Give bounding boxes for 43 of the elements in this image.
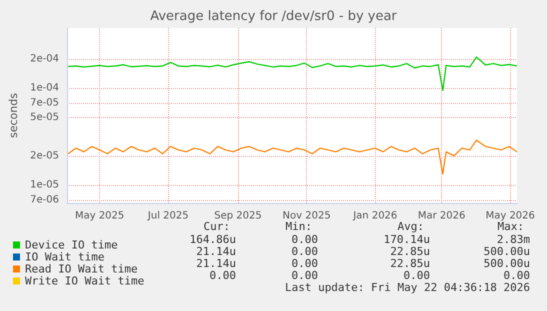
- text: 500.00u: [484, 257, 530, 270]
- x-tick-label: May 2025: [74, 210, 124, 222]
- y-tick-label: 5e-05: [30, 112, 59, 123]
- text: 21.14u: [196, 245, 236, 258]
- y-tick-label: 1e-05: [30, 179, 59, 190]
- y-axis-title: seconds: [7, 92, 20, 138]
- text: 0.00: [292, 233, 318, 246]
- text: Max:: [498, 220, 524, 233]
- x-tick-label: Mar 2026: [418, 210, 466, 222]
- text: 2.83m: [496, 233, 530, 246]
- x-tick-label: Jan 2026: [352, 210, 398, 222]
- text: 0.00: [292, 245, 318, 258]
- x-tick-label: Sep 2025: [214, 210, 262, 222]
- x-tick-label: May 2026: [486, 210, 535, 222]
- text: Last update: Fri May 22 04:36:18 2026: [284, 281, 530, 294]
- legend-label: Device IO time: [25, 238, 118, 252]
- x-tick-label: Nov 2025: [282, 210, 331, 222]
- y-tick-label: 2e-05: [30, 150, 59, 162]
- text: 22.85u: [390, 245, 430, 258]
- y-tick-label: 7e-06: [30, 194, 59, 206]
- y-tick-label: 1e-04: [30, 82, 59, 94]
- text: Cur:: [204, 220, 230, 233]
- line-series: [68, 140, 518, 174]
- text: 0.00: [404, 269, 430, 282]
- text: 0.00: [210, 269, 236, 282]
- text: 500.00u: [484, 245, 530, 258]
- text: Avg:: [398, 220, 424, 233]
- legend-label: Write IO Wait time: [25, 274, 144, 288]
- text: 0.00: [292, 257, 318, 270]
- text: 21.14u: [196, 257, 236, 270]
- text: 0.00: [292, 269, 318, 282]
- legend-label: IO Wait time: [25, 250, 104, 264]
- text: 0.00: [504, 269, 530, 282]
- text: 170.14u: [384, 233, 430, 246]
- line-series: [68, 56, 518, 91]
- text: Min:: [286, 220, 312, 233]
- x-tick-label: Jul 2025: [146, 210, 189, 222]
- y-tick-label: 7e-05: [30, 98, 59, 109]
- legend-label: Read IO Wait time: [25, 262, 138, 276]
- text: 22.85u: [390, 257, 430, 270]
- chart-title: Average latency for /dev/sr0 - by year: [150, 9, 398, 24]
- y-tick-label: 2e-04: [30, 54, 59, 65]
- text: 164.86u: [190, 233, 236, 246]
